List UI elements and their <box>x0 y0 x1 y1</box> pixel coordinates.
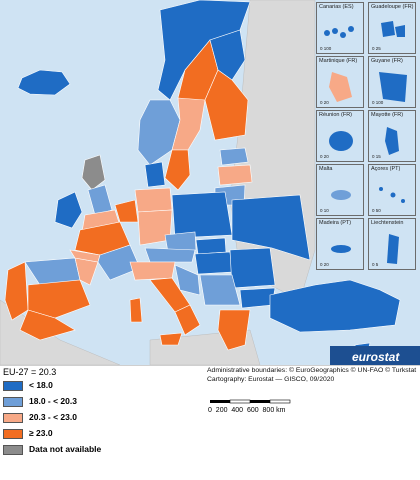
inset-title: Açores (PT) <box>371 166 401 172</box>
legend-label: ≥ 23.0 <box>29 428 53 438</box>
region-benelux <box>114 199 139 223</box>
scale-bar-graphic <box>210 399 291 404</box>
legend-label: 20.3 - < 23.0 <box>29 412 77 422</box>
region-norway-south <box>137 99 181 166</box>
legend-swatch <box>3 397 23 407</box>
region-italy-north <box>129 261 176 281</box>
scale-labels: 0 200 400 600 800 km <box>208 407 286 414</box>
inset-scale: 0 100 <box>320 46 332 51</box>
inset-scale: 0 50 <box>372 208 381 213</box>
inset-shape <box>329 72 352 102</box>
inset-reunion: Réunion (FR) 0 20 <box>316 110 364 162</box>
inset-shape <box>331 190 351 200</box>
region-finland-north <box>209 29 246 81</box>
scale-label: 600 <box>246 407 259 414</box>
inset-shape <box>379 187 405 203</box>
inset-title: Guyane (FR) <box>371 58 403 64</box>
region-belarus-ukraine <box>231 194 311 261</box>
inset-title: Réunion (FR) <box>319 112 353 118</box>
inset-title: Liechtenstein <box>371 220 404 226</box>
region-spain-central <box>27 279 91 319</box>
credits-cartography: Cartography: Eurostat — GISCO, 09/2020 <box>207 376 335 383</box>
region-hungary <box>194 251 233 275</box>
region-italy-south <box>174 304 201 336</box>
inset-shape <box>329 131 353 151</box>
inset-canarias: Canarias (ES) 0 100 <box>316 2 364 54</box>
inset-liechtenstein: Liechtenstein 0 5 <box>368 218 416 270</box>
legend-title: EU-27 = 20.3 <box>3 367 57 377</box>
inset-shape <box>379 72 407 102</box>
inset-scale: 0 5 <box>372 262 379 267</box>
region-denmark <box>144 161 166 188</box>
region-sardinia <box>129 297 143 323</box>
inset-shape <box>331 245 351 253</box>
region-poland <box>171 191 233 239</box>
inset-title: Madeira (PT) <box>319 220 352 226</box>
legend-label: Data not available <box>29 444 102 454</box>
scale-label: 200 <box>215 407 228 414</box>
scale-label: 400 <box>231 407 244 414</box>
region-scotland <box>81 154 106 191</box>
inset-scale: 0 100 <box>372 100 384 105</box>
inset-shape <box>381 21 405 37</box>
inset-guadeloupe: Guadeloupe (FR) 0 25 <box>368 2 416 54</box>
region-czechia <box>164 231 197 253</box>
region-sweden-south <box>164 149 191 191</box>
inset-mayotte: Mayotte (FR) 0 15 <box>368 110 416 162</box>
region-spain-south <box>19 309 76 341</box>
inset-shape <box>324 26 354 38</box>
region-portugal <box>4 261 29 321</box>
inset-madeira: Madeira (PT) 0 20 <box>316 218 364 270</box>
inset-scale: 0 15 <box>372 154 381 159</box>
region-iceland <box>17 69 71 96</box>
scale-bar: 0 200 400 600 800 km <box>208 398 318 425</box>
region-sicily <box>159 332 183 346</box>
region-latvia <box>217 164 253 186</box>
inset-scale: 0 20 <box>320 262 329 267</box>
inset-scale: 0 20 <box>320 100 329 105</box>
inset-title: Malta <box>319 166 333 172</box>
credits-boundaries: Administrative boundaries: © EuroGeograp… <box>207 367 417 374</box>
legend-swatch <box>3 413 23 423</box>
inset-shape <box>387 234 399 264</box>
inset-scale: 0 10 <box>320 208 329 213</box>
inset-martinique: Martinique (FR) 0 20 <box>316 56 364 108</box>
brand-bar <box>330 346 420 365</box>
region-ireland <box>54 191 83 229</box>
region-turkey <box>269 279 401 333</box>
region-slovakia <box>195 237 227 255</box>
region-england-north <box>87 184 113 216</box>
region-finland-south <box>204 69 249 141</box>
legend-label: 18.0 - < 20.3 <box>29 396 77 406</box>
region-romania <box>229 247 276 289</box>
inset-title: Canarias (ES) <box>319 4 354 10</box>
scale-label: 800 km <box>262 407 286 414</box>
inset-guyane: Guyane (FR) 0 100 <box>368 56 416 108</box>
europe-map <box>0 0 401 365</box>
inset-acores: Açores (PT) 0 50 <box>368 164 416 216</box>
legend-label: < 18.0 <box>29 380 53 390</box>
region-estonia <box>219 147 249 166</box>
map-area: eurostat Canarias (ES) 0 100 Martinique … <box>0 0 420 366</box>
region-serbia-bosnia <box>199 274 241 306</box>
scale-label: 0 <box>208 407 212 414</box>
brand-logo: eurostat <box>352 350 400 364</box>
inset-scale: 0 25 <box>372 46 381 51</box>
legend-swatch <box>3 381 23 391</box>
region-germany-north <box>134 187 173 213</box>
inset-title: Martinique (FR) <box>319 58 358 64</box>
legend-swatch <box>3 445 23 455</box>
inset-scale: 0 20 <box>320 154 329 159</box>
inset-title: Mayotte (FR) <box>371 112 404 118</box>
inset-shape <box>385 127 399 155</box>
region-france-south <box>97 244 141 281</box>
inset-malta: Malta 0 10 <box>316 164 364 216</box>
region-slovenia-croatia <box>174 264 201 296</box>
inset-title: Guadeloupe (FR) <box>371 4 414 10</box>
legend-swatch <box>3 429 23 439</box>
region-greece <box>217 309 251 351</box>
region-austria <box>144 247 196 263</box>
